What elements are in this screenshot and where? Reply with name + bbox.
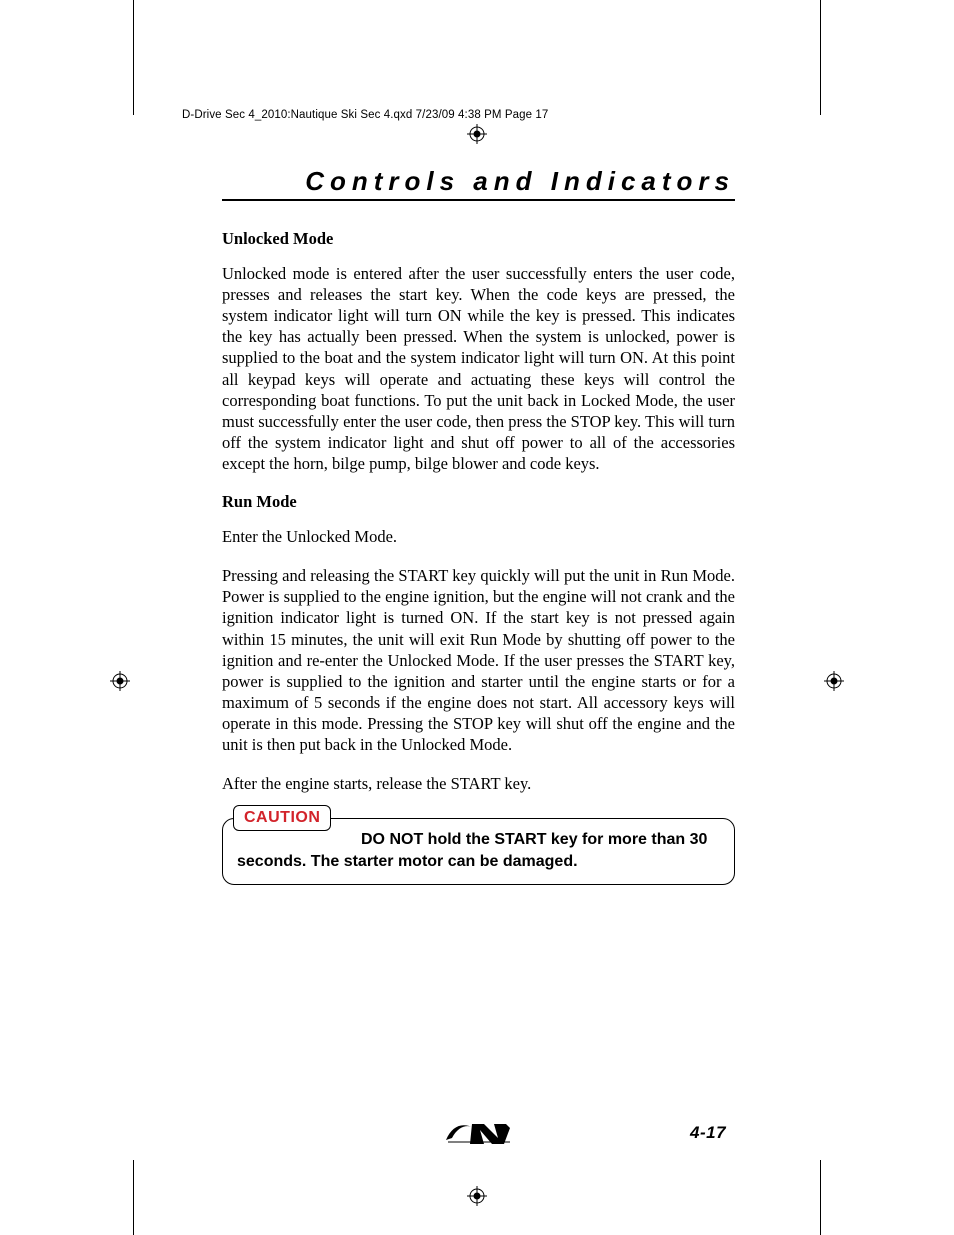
caution-text: DO NOT hold the START key for more than … [237, 829, 720, 872]
paragraph-run-main: Pressing and releasing the START key qui… [222, 565, 735, 755]
section-title: Controls and Indicators [222, 166, 735, 201]
crop-mark [820, 0, 821, 115]
paragraph-run-after: After the engine starts, release the STA… [222, 773, 735, 794]
caution-label: CAUTION [233, 805, 331, 831]
registration-mark-icon [110, 671, 130, 691]
paragraph-unlocked-mode: Unlocked mode is entered after the user … [222, 263, 735, 474]
slugline: D-Drive Sec 4_2010:Nautique Ski Sec 4.qx… [182, 109, 548, 121]
crop-mark [820, 1160, 821, 1235]
page-number: 4-17 [690, 1123, 726, 1143]
registration-mark-icon [467, 124, 487, 144]
registration-mark-icon [467, 1186, 487, 1206]
subheading-unlocked-mode: Unlocked Mode [222, 229, 735, 249]
content-area: Controls and Indicators Unlocked Mode Un… [222, 166, 735, 885]
registration-mark-icon [824, 671, 844, 691]
caution-box: CAUTION DO NOT hold the START key for mo… [222, 818, 735, 885]
paragraph-run-intro: Enter the Unlocked Mode. [222, 526, 735, 547]
nautique-logo-icon [444, 1118, 514, 1148]
page: D-Drive Sec 4_2010:Nautique Ski Sec 4.qx… [0, 0, 954, 1235]
crop-mark [133, 0, 134, 115]
crop-mark [133, 1160, 134, 1235]
subheading-run-mode: Run Mode [222, 492, 735, 512]
